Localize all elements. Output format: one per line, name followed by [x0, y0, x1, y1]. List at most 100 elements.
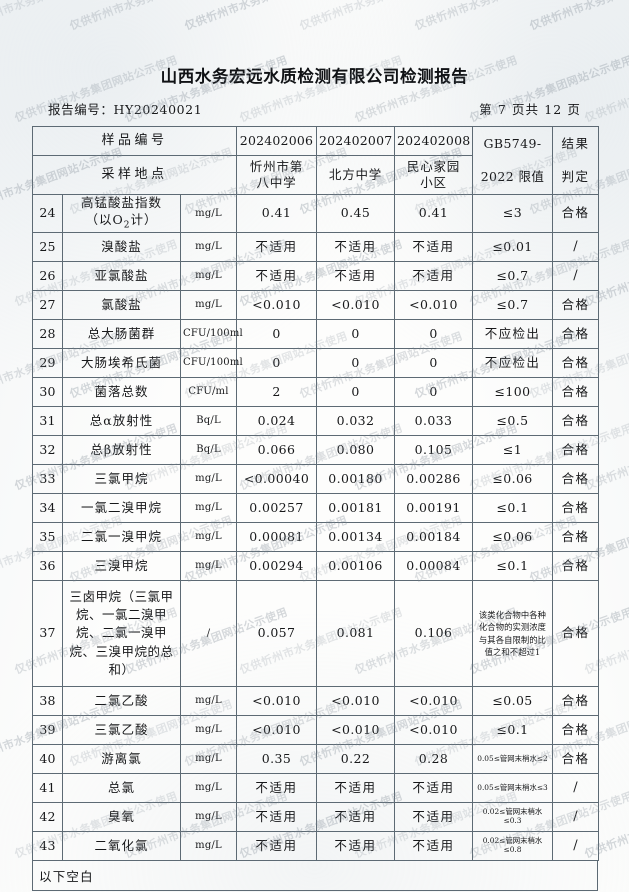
sample-2-value-cell: 0	[316, 348, 395, 378]
row-index-cell: 39	[32, 715, 63, 745]
row-index-cell: 24	[32, 194, 63, 233]
results-table-wrapper: 样品编号 202402006 202402007 202402008 GB574…	[32, 126, 599, 891]
item-name-cell: 三卤甲烷（三氯甲烷、一氯二溴甲烷、二氯一溴甲烷、三溴甲烷的总和）	[62, 580, 181, 687]
item-name-cell: 二氯一溴甲烷	[62, 522, 181, 552]
header-result-line1: 结果	[561, 136, 590, 151]
standard-limit-cell: ≤0.7	[472, 290, 553, 320]
sample-2-value-cell: 不适用	[316, 802, 395, 832]
item-name-cell: 总α放射性	[62, 406, 181, 436]
row-index-cell: 35	[32, 522, 63, 552]
item-name-cell: 总氯	[62, 773, 181, 803]
sample-2-value-cell: 0.00180	[316, 464, 395, 494]
sample-3-value-cell: 0	[394, 377, 473, 407]
item-name-cell: 菌落总数	[62, 377, 181, 407]
watermark-text: 仅供忻州市水务集团网站公示使用	[527, 0, 629, 34]
sample-2-value-cell: <0.010	[316, 290, 395, 320]
row-index-cell: 29	[32, 348, 63, 378]
row-index-cell: 31	[32, 406, 63, 436]
standard-limit-cell: ≤3	[472, 194, 553, 233]
sample-2-value-cell: 0.00181	[316, 493, 395, 523]
sample-1-value-cell: 0	[236, 319, 317, 349]
item-name-cell: 二氧化氯	[62, 831, 181, 861]
sample-2-value-cell: 不适用	[316, 232, 395, 262]
unit-cell: Bq/L	[180, 406, 237, 436]
sample-2-value-cell: 不适用	[316, 261, 395, 291]
page-number: 第 7 页共 12 页	[479, 102, 581, 117]
sample-1-value-cell: <0.010	[236, 715, 317, 745]
table-body: 24 高锰酸盐指数 （以O2计） mg/L 0.41 0.45 0.41 ≤3 合格 25 溴酸盐 m…	[32, 194, 599, 861]
header-standard-limit: GB5749- 2022 限值	[472, 126, 553, 195]
result-verdict-cell: /	[552, 831, 599, 861]
standard-limit-cell: ≤0.1	[472, 715, 553, 745]
sample-3-value-cell: 0.00184	[394, 522, 473, 552]
sample-1-value-cell: 0.057	[236, 580, 317, 687]
table-row: 29 大肠埃希氏菌 CFU/100ml 0 0 0 不应检出 合格	[32, 348, 599, 378]
sample-3-value-cell: <0.010	[394, 715, 473, 745]
standard-limit-cell: 0.05≤管网末梢水≤2	[472, 744, 553, 774]
header-standard-line2: 2022 限值	[480, 168, 545, 184]
header-result: 结果 判定	[552, 126, 599, 195]
sample-3-value-cell: 0.41	[394, 194, 473, 233]
table-head: 样品编号 202402006 202402007 202402008 GB574…	[32, 126, 599, 195]
row-index-cell: 38	[32, 686, 63, 716]
unit-cell: mg/L	[180, 802, 237, 832]
table-row: 39 三氯乙酸 mg/L <0.010 <0.010 <0.010 ≤0.1 合格	[32, 715, 599, 745]
sample-2-value-cell: 0	[316, 319, 395, 349]
result-verdict-cell: /	[552, 261, 599, 291]
sample-1-value-cell: 0.00081	[236, 522, 317, 552]
row-index-cell: 28	[32, 319, 63, 349]
sample-2-value-cell: 0.22	[316, 744, 395, 774]
result-verdict-cell: 合格	[552, 377, 599, 407]
unit-cell: mg/L	[180, 686, 237, 716]
sample-3-value-cell: 0.00084	[394, 551, 473, 581]
unit-cell: CFU/ml	[180, 377, 237, 407]
result-verdict-cell: 合格	[552, 522, 599, 552]
sample-1-value-cell: 0	[236, 348, 317, 378]
sample-3-value-cell: 不适用	[394, 831, 473, 861]
sample-3-value-cell: 0.00286	[394, 464, 473, 494]
sample-1-value-cell: <0.00040	[236, 464, 317, 494]
result-verdict-cell: 合格	[552, 194, 599, 233]
row-index-cell: 42	[32, 802, 63, 832]
item-name-cell: 总大肠菌群	[62, 319, 181, 349]
table-row: 28 总大肠菌群 CFU/100ml 0 0 0 不应检出 合格	[32, 319, 599, 349]
row-index-cell: 27	[32, 290, 63, 320]
watermark-text: 仅供忻州市水务集团网站公示使用	[0, 0, 125, 34]
table-row: 35 二氯一溴甲烷 mg/L 0.00081 0.00134 0.00184 ≤0.06 合格	[32, 522, 599, 552]
result-verdict-cell: 合格	[552, 319, 599, 349]
unit-cell: mg/L	[180, 522, 237, 552]
item-name-cell: 三氯乙酸	[62, 715, 181, 745]
sample-3-value-cell: 0.033	[394, 406, 473, 436]
result-verdict-cell: 合格	[552, 744, 599, 774]
item-name-cell: 溴酸盐	[62, 232, 181, 262]
item-name-cell: 亚氯酸盐	[62, 261, 181, 291]
row-index-cell: 40	[32, 744, 63, 774]
standard-limit-cell: ≤0.5	[472, 406, 553, 436]
item-name-cell: 总β放射性	[62, 435, 181, 465]
sample-1-value-cell: 0.41	[236, 194, 317, 233]
sample-3-value-cell: 不适用	[394, 232, 473, 262]
table-row: 31 总α放射性 Bq/L 0.024 0.032 0.033 ≤0.5 合格	[32, 406, 599, 436]
table-row: 41 总氯 mg/L 不适用 不适用 不适用 0.05≤管网末梢水≤3/	[32, 773, 599, 803]
item-name-cell: 高锰酸盐指数 （以O2计）	[62, 194, 181, 233]
sample-2-value-cell: 0.081	[316, 580, 395, 687]
watermark-text: 仅供忻州市水务集团网站公示使用	[67, 0, 235, 34]
watermark-text: 仅供忻州市水务集团网站公示使用	[412, 0, 580, 34]
result-verdict-cell: /	[552, 232, 599, 262]
unit-cell: mg/L	[180, 715, 237, 745]
sample-3-value-cell: 0.105	[394, 435, 473, 465]
table-row: 40 游离氯 mg/L 0.35 0.22 0.28 0.05≤管网末梢水≤2 合格	[32, 744, 599, 774]
table-tail-note: 以下空白	[32, 861, 598, 891]
row-index-cell: 33	[32, 464, 63, 494]
unit-cell: mg/L	[180, 464, 237, 494]
sample-2-value-cell: 0	[316, 377, 395, 407]
sample-3-value-cell: 不适用	[394, 802, 473, 832]
header-sample-no-label: 样品编号	[32, 126, 237, 156]
standard-limit-cell: ≤0.1	[472, 551, 553, 581]
sample-2-value-cell: 0.032	[316, 406, 395, 436]
header-standard-line1: GB5749-	[483, 136, 542, 151]
item-name-cell: 二氯乙酸	[62, 686, 181, 716]
unit-cell: mg/L	[180, 232, 237, 262]
watermark-text: 仅供忻州市水务集团网站公示使用	[297, 0, 465, 34]
header-sample-no-3: 202402008	[394, 126, 473, 156]
